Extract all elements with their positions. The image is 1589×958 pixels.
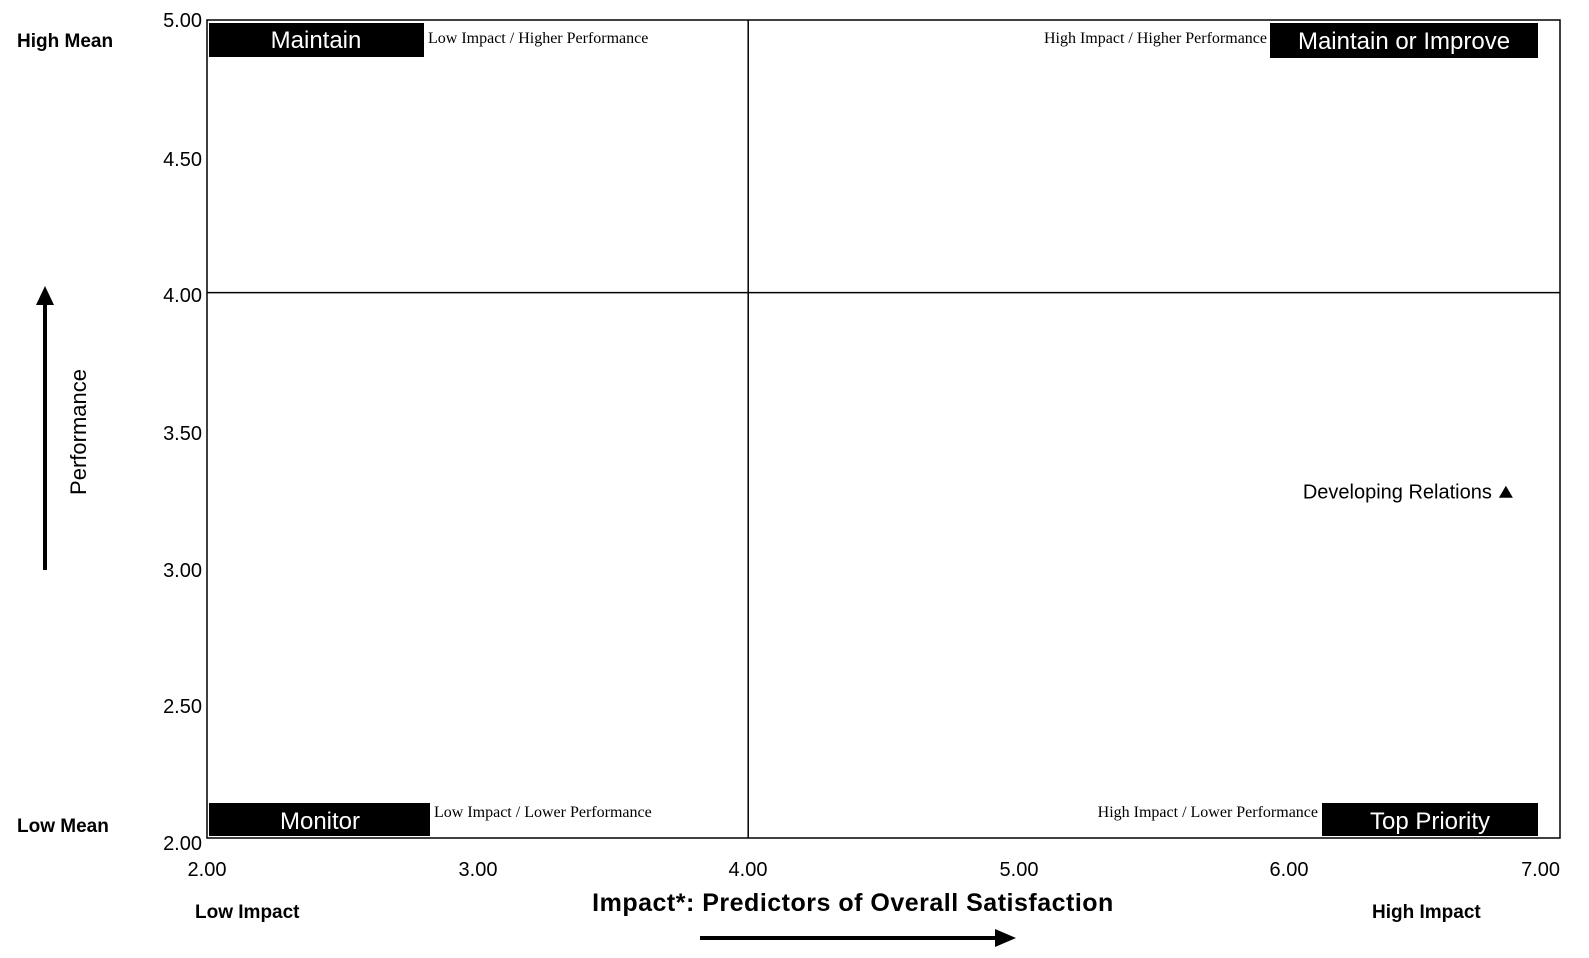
y-tick-label: 5.00 <box>163 10 202 32</box>
y-tick-label: 2.00 <box>163 833 202 855</box>
y-tick-label: 2.50 <box>163 696 202 718</box>
high-mean-label: High Mean <box>17 31 113 52</box>
low-mean-label: Low Mean <box>17 816 109 837</box>
quadrant-top-priority-label: Top Priority <box>1370 808 1490 835</box>
data-point-label: Developing Relations <box>1303 482 1492 504</box>
x-tick-label: 7.00 <box>1521 859 1560 881</box>
quadrant-maintain-or-improve: Maintain or Improve High Impact / Higher… <box>1044 23 1538 58</box>
y-axis-ticks: 5.00 4.50 4.00 3.50 3.00 2.50 2.00 <box>163 10 202 855</box>
data-points: Developing Relations <box>1303 482 1513 504</box>
y-axis-arrow <box>36 286 54 570</box>
data-point-marker <box>1498 485 1513 498</box>
quadrant-maintain-or-improve-label: Maintain or Improve <box>1298 28 1510 55</box>
x-axis-arrow <box>700 929 1016 947</box>
y-tick-label: 4.00 <box>163 285 202 307</box>
y-tick-label: 4.50 <box>163 149 202 171</box>
x-axis-ticks: 2.00 3.00 4.00 5.00 6.00 7.00 <box>188 859 1560 881</box>
high-impact-label: High Impact <box>1372 902 1481 923</box>
x-tick-label: 5.00 <box>1000 859 1039 881</box>
quadrant-maintain-description: Low Impact / Higher Performance <box>428 30 648 47</box>
low-impact-label: Low Impact <box>195 902 300 923</box>
quadrant-top-priority-description: High Impact / Lower Performance <box>1098 804 1318 821</box>
quadrant-top-priority: Top Priority High Impact / Lower Perform… <box>1098 803 1538 836</box>
x-tick-label: 3.00 <box>459 859 498 881</box>
quadrant-monitor-description: Low Impact / Lower Performance <box>434 804 652 821</box>
y-axis-title: Performance <box>66 369 91 495</box>
plot-frame <box>206 19 1561 839</box>
quadrant-maintain-or-improve-description: High Impact / Higher Performance <box>1044 30 1267 47</box>
quadrant-maintain-label: Maintain <box>271 27 362 54</box>
quadrant-monitor: Monitor Low Impact / Lower Performance <box>209 803 652 836</box>
quadrant-maintain: Maintain Low Impact / Higher Performance <box>209 23 648 57</box>
x-tick-label: 6.00 <box>1270 859 1309 881</box>
x-axis-title: Impact*: Predictors of Overall Satisfact… <box>592 889 1114 917</box>
y-tick-label: 3.00 <box>163 560 202 582</box>
quadrant-monitor-label: Monitor <box>280 808 360 835</box>
x-tick-label: 2.00 <box>188 859 227 881</box>
y-tick-label: 3.50 <box>163 423 202 445</box>
x-tick-label: 4.00 <box>729 859 768 881</box>
